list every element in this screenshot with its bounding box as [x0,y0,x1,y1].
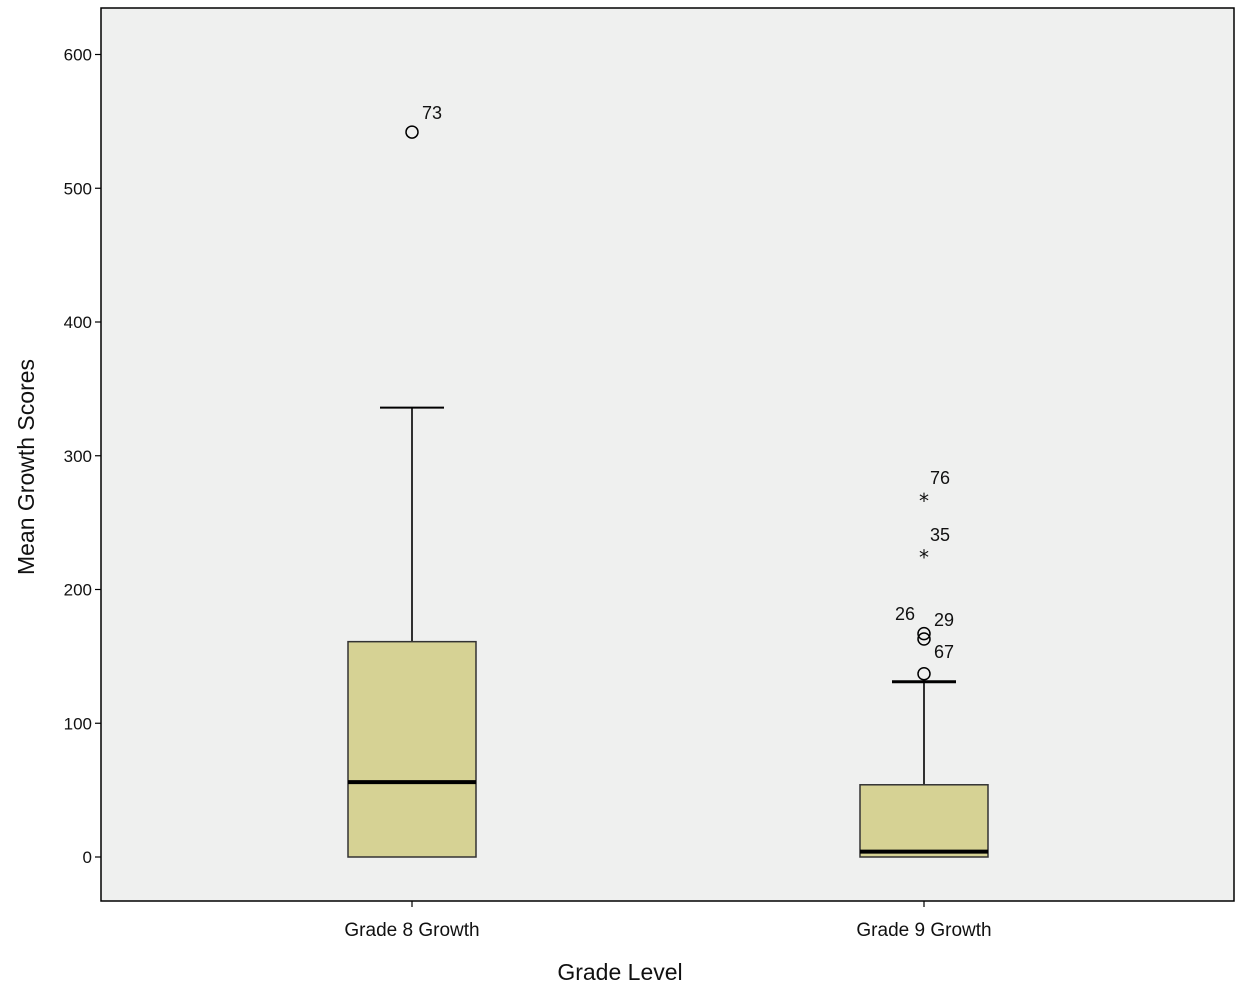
y-axis-title: Mean Growth Scores [13,359,39,575]
outlier-marker [917,626,931,641]
y-tick-label: 0 [83,848,92,867]
outlier-label: 76 [930,468,950,488]
x-tick-label: Grade 9 Growth [856,920,991,941]
extreme-marker: * [919,489,929,513]
box-group: ** [859,489,989,858]
plot-area [100,7,1235,902]
y-tick-label: 400 [64,313,92,332]
outlier-label: 67 [934,642,954,662]
y-tick-label: 500 [64,179,92,198]
outlier-marker [917,632,931,646]
y-tick-label: 100 [64,714,92,733]
outlier-marker [405,125,419,139]
y-tick-label: 200 [64,581,92,600]
outlier-label: 29 [934,610,954,630]
iqr-box [859,784,989,858]
extreme-marker: * [919,545,929,569]
x-axis-title: Grade Level [557,959,682,985]
y-tick-label: 600 [64,46,92,65]
outlier-label: 35 [930,525,950,545]
box-group [347,125,477,858]
x-axis: Grade 8 Growth Grade 9 Growth [344,901,992,941]
outlier-label: 73 [422,103,442,123]
iqr-box [347,640,477,858]
x-tick-label: Grade 8 Growth [344,920,479,941]
outlier-marker [917,667,931,681]
y-axis: 0 100 200 300 400 500 600 [64,46,101,867]
outlier-label: 26 [895,604,915,624]
y-tick-label: 300 [64,447,92,466]
